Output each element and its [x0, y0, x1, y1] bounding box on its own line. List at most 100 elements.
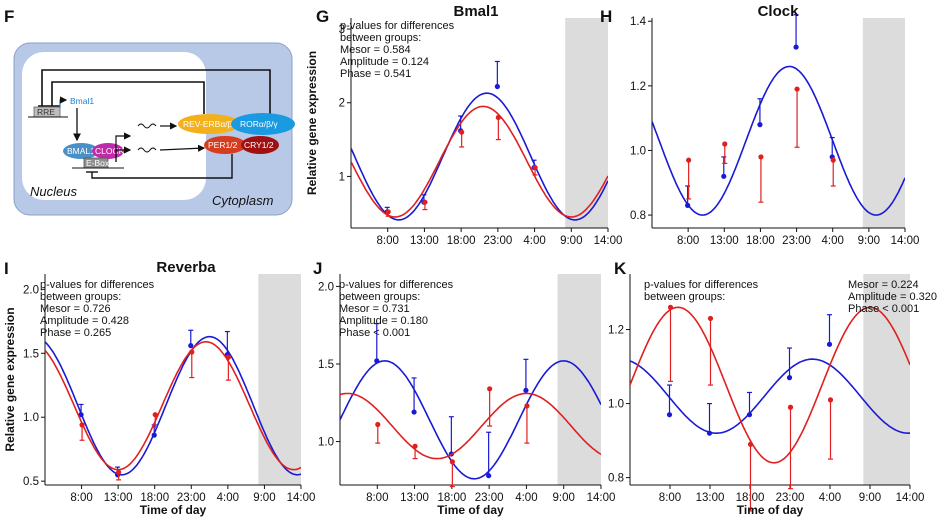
mrna-squiggle-reverb	[137, 123, 157, 129]
y-tick-label: 2.0	[23, 284, 39, 296]
x-tick-label: 4:00	[819, 492, 841, 504]
panel-title: Reverba	[156, 259, 216, 276]
x-tick-label: 4:00	[523, 235, 545, 247]
data-point-red	[385, 209, 391, 215]
cosinor-curve-red	[340, 392, 601, 460]
cosinor-curve-red	[630, 306, 910, 464]
data-point-blue	[374, 358, 380, 364]
panel-letter-i: I	[4, 259, 9, 278]
x-tick-label: 14:00	[287, 492, 316, 504]
x-tick-label: 4:00	[515, 492, 537, 504]
panel-letter-j: J	[313, 259, 322, 278]
x-tick-label: 14:00	[891, 235, 920, 247]
cytoplasm-label: Cytoplasm	[212, 193, 274, 208]
y-tick-label: 1.5	[23, 348, 39, 360]
data-point-blue	[78, 412, 84, 418]
chart-panel-k: 8:0013:0018:0023:004:009:0014:000.81.01.…	[608, 259, 937, 517]
dark-period-shade	[565, 18, 608, 228]
x-tick-label: 13:00	[104, 492, 133, 504]
stats-annotation-line: between groups:	[339, 291, 420, 303]
panel-letter-k: K	[614, 259, 627, 278]
data-point-red	[722, 141, 728, 147]
y-tick-label: 0.5	[23, 476, 39, 488]
x-tick-label: 13:00	[400, 492, 429, 504]
x-tick-label: 18:00	[140, 492, 169, 504]
data-point-blue	[786, 375, 793, 381]
y-tick-label: 2.0	[318, 281, 334, 293]
y-axis-label: Relative gene expression	[305, 51, 319, 195]
x-tick-label: 4:00	[822, 235, 844, 247]
data-point-blue	[486, 473, 492, 479]
chart-panel-i: 8:00 13:00 18:00 23:00 4:00 9:00 14:00 0.5 1.0 1.…	[3, 259, 315, 517]
x-axis-label: Time of day	[437, 503, 504, 517]
data-point-blue	[746, 412, 753, 418]
y-tick-label: 2	[339, 98, 345, 110]
y-tick-label: 1.4	[630, 16, 647, 28]
x-tick-label: 23:00	[776, 492, 805, 504]
bmal1-protein	[63, 143, 99, 159]
y-tick-label: 1.0	[23, 412, 39, 424]
nucleus-label: Nucleus	[30, 184, 77, 199]
x-tick-label: 18:00	[437, 492, 466, 504]
stats-annotation-line: Mesor = 0.731	[339, 303, 410, 315]
cosinor-curve-red	[45, 341, 301, 471]
data-point-blue	[793, 44, 799, 50]
data-point-red	[116, 469, 122, 475]
stats-annotation-line: Phase < 0.001	[848, 303, 919, 315]
cosinor-curve-blue	[340, 360, 601, 480]
x-tick-label: 14:00	[896, 492, 925, 504]
x-tick-label: 23:00	[782, 235, 811, 247]
data-point-blue	[666, 412, 673, 418]
x-tick-label: 9:00	[859, 492, 881, 504]
x-tick-label: 8:00	[70, 492, 92, 504]
stats-annotation-line: Amplitude = 0.124	[340, 56, 429, 68]
dark-period-shade	[557, 274, 601, 485]
y-tick-label: 3	[339, 24, 345, 36]
data-point-blue	[826, 341, 833, 347]
panel-letter-h: H	[600, 7, 612, 26]
data-point-red	[787, 404, 794, 410]
data-point-red	[667, 304, 674, 310]
x-tick-label: 8:00	[366, 492, 388, 504]
cosinor-curve-red	[351, 105, 608, 218]
data-point-red	[422, 199, 428, 205]
x-tick-label: 13:00	[410, 235, 439, 247]
cosinor-curve-blue	[630, 358, 910, 435]
x-tick-label: 9:00	[560, 235, 582, 247]
panel-title: Clock	[758, 3, 800, 20]
data-point-red	[459, 129, 465, 135]
data-point-red	[449, 459, 455, 465]
dark-period-shade	[258, 274, 301, 485]
x-tick-label: 23:00	[177, 492, 206, 504]
reverb-protein	[178, 114, 240, 134]
ebox-label: E-Box	[86, 158, 110, 168]
x-tick-label: 9:00	[253, 492, 275, 504]
data-point-red	[830, 157, 836, 163]
data-point-blue	[411, 409, 417, 415]
x-tick-label: 23:00	[475, 492, 504, 504]
data-point-blue	[151, 432, 157, 438]
data-point-blue	[757, 122, 763, 128]
x-tick-label: 18:00	[746, 235, 775, 247]
data-point-red	[532, 164, 538, 171]
data-point-blue	[706, 430, 713, 436]
stats-annotation-line: between groups:	[340, 32, 421, 44]
diagram-panel-f: F Nucleus Cytoplasm RRE Bmal1 BMAL1 CLOC…	[4, 7, 295, 216]
x-tick-label: 8:00	[377, 235, 399, 247]
ebox-to-per-arrow	[115, 146, 132, 162]
stats-annotation-line: p-values for differences	[644, 279, 759, 291]
reverb-feedback-line	[51, 81, 205, 114]
chart-panel-j: 8:00 13:00 18:00 23:00 4:00 9:00 14:00 1.0 1.5 2.…	[313, 259, 615, 517]
stats-annotation-line: between groups:	[40, 291, 121, 303]
panel-title: Bmal1	[453, 3, 498, 20]
bmal1-protein-label: BMAL1	[67, 146, 95, 156]
data-point-red	[758, 154, 764, 160]
data-point-red	[375, 421, 381, 428]
y-axis-label: Relative gene expression	[3, 307, 17, 451]
y-tick-label: 0.8	[630, 210, 646, 222]
panel-letter-g: G	[316, 7, 329, 26]
x-tick-label: 23:00	[483, 235, 512, 247]
stats-annotation-line: Amplitude = 0.428	[40, 315, 129, 327]
x-axis-label: Time of day	[140, 503, 207, 517]
